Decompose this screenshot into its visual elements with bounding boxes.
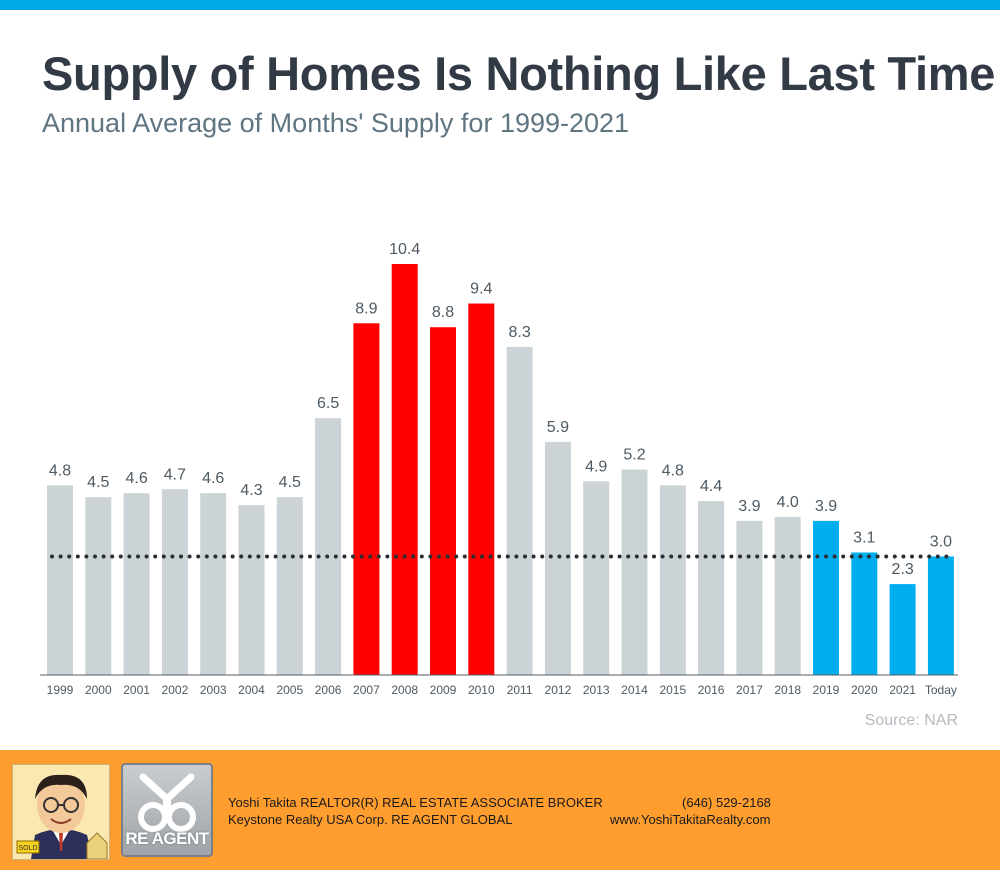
value-label-2004: 4.3 <box>240 482 262 499</box>
value-label-2016: 4.4 <box>700 478 722 495</box>
x-tick-label-2016: 2016 <box>698 683 725 697</box>
value-label-2009: 8.8 <box>432 304 454 321</box>
x-tick-label-2010: 2010 <box>468 683 495 697</box>
bar-2002 <box>161 489 188 675</box>
value-label-2018: 4.0 <box>777 494 799 511</box>
re-agent-logo: RE AGENT <box>121 763 213 857</box>
bar-2017 <box>736 520 763 675</box>
x-tick-label-2004: 2004 <box>238 683 265 697</box>
bar-2013 <box>583 481 610 675</box>
value-label-2011: 8.3 <box>508 324 530 341</box>
value-label-2021: 2.3 <box>891 561 913 578</box>
top-accent-bar <box>0 0 1000 10</box>
x-tick-label-2001: 2001 <box>123 683 150 697</box>
x-tick-label-2013: 2013 <box>583 683 610 697</box>
value-label-2005: 4.5 <box>279 474 301 491</box>
agent-website[interactable]: www.YoshiTakitaRealty.com <box>610 812 771 827</box>
bar-today <box>927 556 954 675</box>
value-label-2013: 4.9 <box>585 458 607 475</box>
agent-company: Keystone Realty USA Corp. RE AGENT GLOBA… <box>228 812 513 827</box>
bar-2015 <box>659 485 686 675</box>
logo-text: RE AGENT <box>125 829 209 848</box>
x-tick-label-1999: 1999 <box>47 683 74 697</box>
x-tick-label-2017: 2017 <box>736 683 763 697</box>
x-tick-label-2006: 2006 <box>315 683 342 697</box>
x-tick-label-2002: 2002 <box>162 683 189 697</box>
bar-2004 <box>238 505 265 675</box>
x-tick-label-today: Today <box>925 683 957 697</box>
x-tick-label-2015: 2015 <box>659 683 686 697</box>
bar-2020 <box>851 552 878 675</box>
bar-1999 <box>47 485 73 675</box>
chart-title: Supply of Homes Is Nothing Like Last Tim… <box>42 47 996 100</box>
bar-2019 <box>813 520 839 675</box>
agent-phone: (646) 529-2168 <box>682 795 771 810</box>
x-tick-label-2003: 2003 <box>200 683 227 697</box>
value-label-2014: 5.2 <box>623 447 645 464</box>
value-label-2019: 3.9 <box>815 498 837 515</box>
bar-2012 <box>544 441 571 675</box>
bar-2016 <box>698 501 725 675</box>
value-label-2020: 3.1 <box>853 529 875 546</box>
bar-chart: 4.8 1999 4.5 2000 4.6 2001 4.7 2002 4.6 2003 4.3 20… <box>40 241 958 697</box>
value-label-2015: 4.8 <box>662 462 684 479</box>
bar-2014 <box>621 469 648 675</box>
bar-2001 <box>123 493 150 675</box>
value-label-2002: 4.7 <box>164 466 186 483</box>
value-label-2017: 3.9 <box>738 498 760 515</box>
value-label-2006: 6.5 <box>317 395 339 412</box>
value-label-2010: 9.4 <box>470 281 492 298</box>
agent-portrait: SOLD <box>12 764 110 860</box>
value-label-2012: 5.9 <box>547 419 569 436</box>
x-tick-label-2011: 2011 <box>507 683 533 697</box>
bar-2021 <box>889 584 916 675</box>
x-tick-label-2021: 2021 <box>889 683 916 697</box>
source-note: Source: NAR <box>864 712 958 729</box>
x-tick-label-2007: 2007 <box>353 683 380 697</box>
x-tick-label-2019: 2019 <box>813 683 840 697</box>
bar-2007 <box>353 323 380 675</box>
x-tick-label-2014: 2014 <box>621 683 648 697</box>
bar-2000 <box>85 497 112 675</box>
value-label-2000: 4.5 <box>87 474 109 491</box>
bar-2018 <box>774 516 801 675</box>
bar-2005 <box>276 497 303 675</box>
x-tick-label-2009: 2009 <box>430 683 457 697</box>
x-tick-label-2012: 2012 <box>545 683 572 697</box>
x-tick-label-2008: 2008 <box>391 683 418 697</box>
x-tick-label-2000: 2000 <box>85 683 112 697</box>
value-label-2003: 4.6 <box>202 470 224 487</box>
bar-2011 <box>506 346 533 675</box>
chart-subtitle: Annual Average of Months' Supply for 199… <box>42 108 630 138</box>
bar-2008 <box>391 264 418 675</box>
sold-sign-text: SOLD <box>18 845 37 852</box>
bar-2010 <box>468 303 495 675</box>
x-tick-label-2005: 2005 <box>276 683 303 697</box>
value-label-2001: 4.6 <box>125 470 147 487</box>
x-tick-label-2020: 2020 <box>851 683 878 697</box>
footer-banner: SOLD RE AGENT Yoshi Takita REALTOR(R) RE… <box>0 750 1000 870</box>
bar-2006 <box>315 418 342 675</box>
value-label-1999: 4.8 <box>49 462 71 479</box>
bar-2009 <box>430 327 456 675</box>
value-label-2008: 10.4 <box>389 241 420 258</box>
bar-2003 <box>200 493 227 675</box>
value-label-today: 3.0 <box>930 533 952 550</box>
x-tick-label-2018: 2018 <box>774 683 801 697</box>
agent-name: Yoshi Takita REALTOR(R) REAL ESTATE ASSO… <box>228 795 603 810</box>
value-label-2007: 8.9 <box>355 300 377 317</box>
